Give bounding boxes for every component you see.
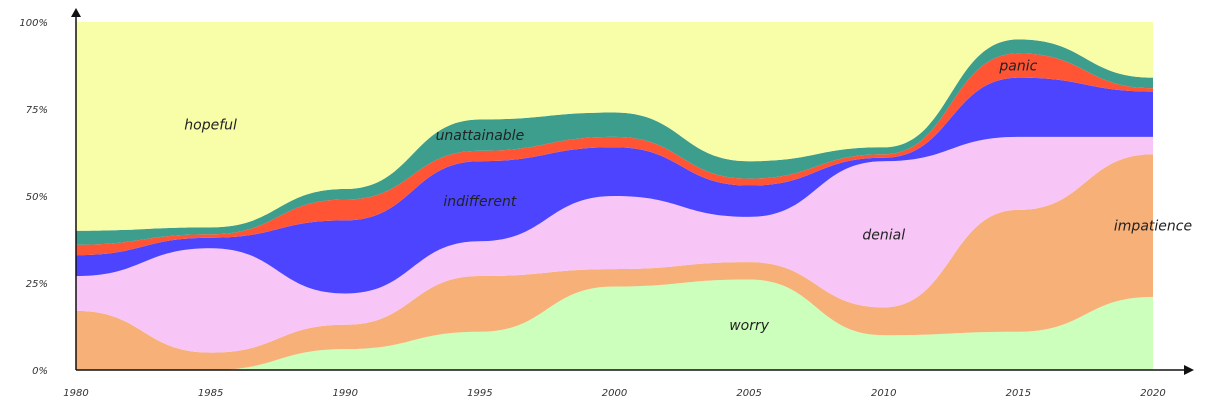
x-tick-label: 2020 — [1140, 388, 1165, 399]
x-tick-label: 1980 — [63, 388, 88, 399]
area-panic — [76, 53, 1153, 256]
y-tick-label: 50% — [26, 192, 48, 203]
x-tick-label: 2005 — [736, 388, 761, 399]
area-hopeful — [76, 22, 1153, 231]
x-tick-label: 1995 — [467, 388, 492, 399]
area-indifferent — [76, 77, 1153, 294]
series-label-hopeful: hopeful — [184, 118, 237, 134]
x-axis-arrow — [1184, 365, 1194, 375]
y-axis-ticks: 0% 25% 50% 75% 100% — [19, 18, 48, 377]
series-label-unattainable: unattainable — [436, 128, 525, 144]
x-tick-label: 1985 — [198, 388, 223, 399]
x-tick-label: 2010 — [871, 388, 896, 399]
y-tick-label: 100% — [19, 18, 48, 29]
series-label-denial: denial — [862, 227, 905, 243]
area-impatience — [76, 154, 1153, 370]
series-labels: worry impatience denial indifferent panic una… — [184, 59, 1192, 334]
area-denial — [76, 136, 1153, 353]
x-tick-label: 2015 — [1006, 388, 1031, 399]
series-label-worry: worry — [729, 318, 770, 334]
y-tick-label: 25% — [26, 279, 48, 290]
axes — [71, 8, 1194, 375]
series-label-impatience: impatience — [1114, 219, 1192, 235]
y-axis-arrow — [71, 8, 81, 17]
series-label-indifferent: indifferent — [443, 194, 516, 210]
area-unattainable — [76, 39, 1153, 245]
x-tick-label: 2000 — [602, 388, 627, 399]
area-worry — [76, 279, 1153, 370]
y-tick-label: 75% — [26, 105, 48, 116]
y-tick-label: 0% — [32, 366, 48, 377]
x-tick-label: 1990 — [333, 388, 358, 399]
area-layers — [76, 22, 1153, 370]
x-axis-ticks: 1980 1985 1990 1995 2000 2005 2010 2015 2020 — [63, 388, 1165, 399]
series-label-panic: panic — [998, 59, 1037, 75]
